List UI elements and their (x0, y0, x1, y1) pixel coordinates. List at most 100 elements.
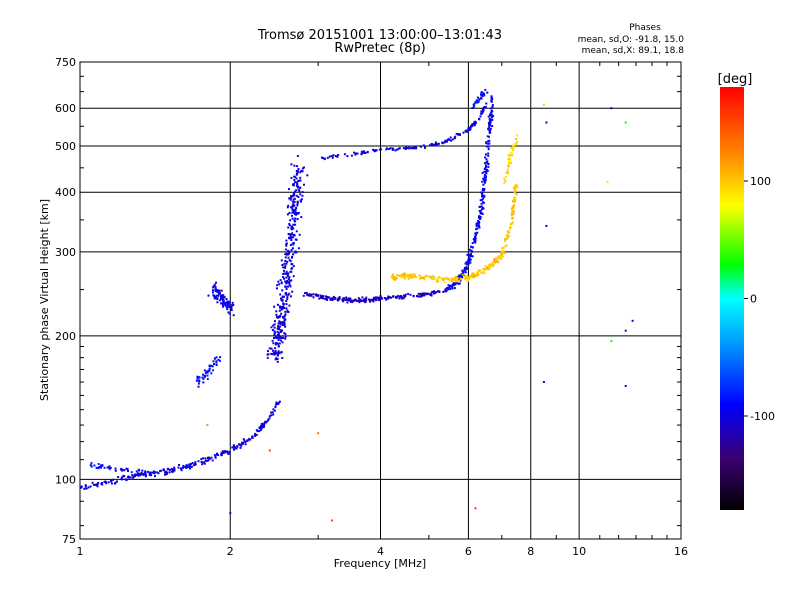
data-point (480, 110, 483, 113)
data-point (137, 468, 140, 471)
data-point (468, 128, 471, 131)
data-point (207, 456, 210, 459)
data-point (488, 126, 491, 129)
data-point (282, 302, 285, 305)
data-point (476, 227, 479, 230)
data-point (297, 168, 300, 171)
data-point (292, 236, 295, 239)
data-point (478, 205, 481, 208)
data-point (504, 180, 507, 183)
data-point (468, 255, 470, 257)
data-point (349, 299, 352, 302)
data-point (378, 148, 381, 151)
data-point (304, 292, 306, 295)
data-point (275, 310, 278, 313)
data-point (203, 461, 206, 464)
data-point (144, 475, 147, 478)
data-point (281, 299, 284, 302)
data-point (312, 293, 315, 296)
data-point (144, 471, 147, 474)
data-point (222, 298, 225, 301)
data-point (281, 324, 284, 327)
data-point (469, 261, 472, 264)
data-point (272, 351, 275, 354)
data-point (417, 295, 420, 298)
data-point (397, 294, 400, 297)
data-point (366, 150, 369, 153)
data-point (228, 305, 231, 308)
x-axis-label: Frequency [MHz] (334, 557, 426, 570)
data-point (228, 300, 231, 303)
colorbar-tick-label: -100 (750, 410, 775, 423)
data-point (232, 314, 235, 317)
data-point (292, 183, 294, 186)
data-point (354, 153, 357, 156)
data-point (476, 101, 479, 104)
grid-lines (80, 62, 681, 539)
data-point (427, 275, 430, 277)
data-point (215, 361, 218, 364)
data-point (288, 212, 291, 214)
data-point (284, 335, 287, 338)
data-point (353, 151, 356, 154)
data-point (365, 296, 368, 299)
data-point (406, 147, 409, 149)
data-point (133, 473, 136, 476)
data-point (513, 143, 515, 146)
data-point (227, 311, 230, 314)
data-point (483, 167, 486, 170)
data-point (112, 478, 114, 481)
data-point (251, 435, 254, 438)
data-point (178, 464, 180, 466)
data-point (303, 166, 305, 169)
data-point (357, 299, 360, 302)
data-point (368, 298, 371, 301)
data-point (196, 375, 199, 378)
data-point (83, 487, 86, 490)
data-point (152, 471, 155, 474)
data-point (509, 152, 512, 155)
data-point (459, 133, 461, 136)
data-point (285, 272, 287, 275)
data-point (283, 319, 286, 322)
data-point (417, 292, 420, 295)
data-point (299, 171, 302, 174)
data-point (360, 150, 363, 153)
data-point (491, 263, 494, 266)
data-point (142, 473, 145, 476)
data-point (379, 295, 382, 298)
data-point (408, 276, 411, 279)
data-point (332, 154, 335, 157)
data-point (483, 170, 486, 173)
data-point (441, 142, 444, 145)
data-point (274, 405, 277, 408)
data-point (301, 191, 304, 193)
data-point (486, 265, 489, 268)
data-point (485, 169, 488, 172)
data-point (276, 316, 278, 318)
data-point (94, 483, 97, 486)
data-point (445, 289, 448, 292)
data-point (200, 460, 203, 463)
data-point (415, 276, 418, 279)
data-point (201, 376, 204, 379)
data-point (100, 464, 103, 467)
data-point (287, 278, 290, 280)
data-point (482, 201, 485, 204)
data-point (146, 470, 149, 473)
data-point (487, 115, 490, 118)
data-point (405, 145, 407, 148)
data-point (511, 222, 514, 225)
data-point (453, 137, 456, 140)
data-point (306, 174, 309, 177)
data-point (289, 219, 292, 222)
data-point (507, 157, 510, 160)
data-point (435, 144, 437, 147)
data-point (373, 149, 376, 152)
data-point (219, 292, 222, 295)
data-point (213, 454, 216, 457)
data-point (487, 154, 490, 157)
data-point (277, 280, 280, 283)
data-point (481, 171, 484, 174)
data-point (301, 167, 304, 170)
